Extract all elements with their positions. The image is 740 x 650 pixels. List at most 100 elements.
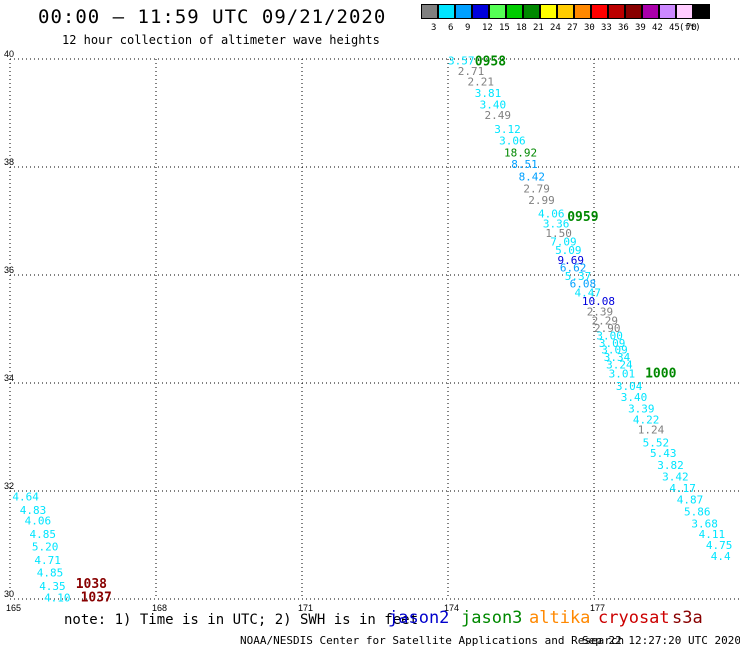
scale-label: 39	[635, 23, 646, 33]
swh-value-label: 3.09	[599, 337, 626, 350]
scale-label: 18	[516, 23, 527, 33]
scale-swatch	[642, 4, 659, 19]
scale-swatch	[659, 4, 676, 19]
scale-label: 27	[567, 23, 578, 33]
swh-value-label: 4.06	[538, 207, 565, 220]
swh-value-label: 8.51	[511, 158, 538, 171]
swh-value-label: 5.52	[643, 436, 670, 449]
lat-tick-label: 40	[4, 49, 14, 59]
swh-value-label: 4.4	[711, 550, 731, 563]
wave-height-map: 165 168 171 174 177 40 38 36 34 32 30 3.57 2.71 2.21 3…	[4, 49, 740, 613]
swh-value-label: 4.85	[37, 567, 64, 580]
swh-value-label: 3.36	[543, 218, 570, 231]
swh-value-label: 1.24	[638, 423, 665, 436]
pass-time-label: 1038	[76, 577, 107, 592]
swh-value-label: 4.22	[633, 414, 660, 427]
swh-value-label: 3.81	[475, 87, 502, 100]
swh-value-label: 2.99	[528, 194, 555, 207]
pass-time-label: 0958	[475, 55, 506, 70]
scale-label: 24	[550, 23, 561, 33]
satellite-s3a: s3a	[672, 608, 703, 628]
scale-label: 6	[448, 23, 454, 33]
satellite-jason2: jason2	[388, 608, 450, 628]
lon-tick-label: 177	[590, 603, 605, 613]
swh-value-label: 3.09	[601, 344, 628, 357]
swh-value-label: 4.75	[706, 539, 733, 552]
scale-swatch	[489, 4, 506, 19]
swh-value-label: 3.12	[494, 123, 521, 136]
swh-value-label: 3.00	[596, 329, 623, 342]
swh-value-label: 9.69	[558, 254, 585, 267]
scale-swatch	[540, 4, 557, 19]
lat-tick-label: 30	[4, 589, 14, 599]
swh-value-label: 4.10	[44, 591, 71, 604]
swh-value-label: 4.06	[25, 515, 51, 528]
swh-value-label: 2.49	[485, 109, 512, 122]
swh-value-label: 5.86	[684, 506, 711, 519]
scale-label: 70	[686, 23, 697, 33]
swh-value-label: 5.43	[650, 447, 677, 460]
swh-value-label: 2.90	[594, 322, 621, 335]
map-plot: 165 168 171 174 1774038363432303.572.712.213…	[4, 49, 740, 613]
scale-label: 9	[465, 23, 471, 33]
swh-value-label: 3.68	[691, 517, 718, 530]
scale-label: 33	[601, 23, 612, 33]
swh-value-label: 3.34	[604, 351, 631, 364]
lat-tick-label: 34	[4, 373, 14, 383]
swh-value-label: 18.92	[504, 146, 537, 159]
scale-swatch	[693, 4, 710, 19]
scale-label: 36	[618, 23, 629, 33]
swh-value-label: 3.04	[616, 380, 643, 393]
swh-value-label: 2.71	[458, 65, 485, 78]
swh-value-label: 4.83	[20, 504, 47, 517]
swh-value-label: 10.08	[582, 295, 615, 308]
scale-swatch	[591, 4, 608, 19]
swh-value-label: 4.85	[29, 528, 56, 541]
lat-tick-label: 32	[4, 481, 14, 491]
swh-value-label: 4.11	[699, 528, 726, 541]
scale-swatch	[506, 4, 523, 19]
swh-value-label: 3.24	[606, 359, 633, 372]
scale-swatch	[421, 4, 438, 19]
pass-time-label: 1000	[645, 367, 676, 382]
swh-value-label: 3.06	[499, 135, 525, 148]
satellite-cryosat: cryosat	[598, 608, 670, 628]
swh-value-label: 3.42	[662, 470, 689, 483]
scale-swatch	[557, 4, 574, 19]
swh-value-label: 4.71	[34, 554, 61, 567]
scale-label: 12	[482, 23, 493, 33]
swh-value-label: 8.42	[519, 171, 546, 184]
scale-label: 15	[499, 23, 510, 33]
swh-value-label: 4.35	[39, 580, 65, 593]
swh-value-label: 4.87	[677, 494, 704, 507]
scale-swatch	[625, 4, 642, 19]
scale-label: 45	[669, 23, 680, 33]
swh-value-label: 5.37	[565, 270, 592, 283]
scale-swatch	[676, 4, 693, 19]
swh-value-label: 3.40	[480, 98, 507, 111]
lon-tick-label: 174	[444, 603, 459, 613]
lon-tick-label: 171	[298, 603, 313, 613]
swh-value-label: 2.21	[467, 76, 494, 89]
scale-swatch	[472, 4, 489, 19]
scale-swatch	[438, 4, 455, 19]
swh-value-label: 2.29	[592, 314, 619, 327]
swh-value-label: 2.79	[523, 183, 550, 196]
credit-line: NOAA/NESDIS Center for Satellite Applica…	[240, 634, 625, 647]
scale-label: 30	[584, 23, 595, 33]
generated-timestamp: Sep 22 12:27:20 UTC 2020	[582, 634, 740, 647]
units-note: note: 1) Time is in UTC; 2) SWH is in fe…	[64, 612, 419, 628]
swh-value-label: 3.40	[621, 391, 648, 404]
scale-swatch	[574, 4, 591, 19]
swh-value-label: 4.47	[575, 286, 602, 299]
swh-value-label: 2.39	[587, 306, 614, 319]
swh-value-label: 6.62	[560, 261, 587, 274]
swh-value-label: 3.01	[609, 367, 636, 380]
swh-value-label: 7.09	[550, 236, 577, 249]
scale-label: 21	[533, 23, 544, 33]
swh-value-label: 3.57	[448, 55, 475, 68]
scale-unit-label: (ft)	[679, 23, 701, 33]
pass-time-label: 1037	[81, 590, 112, 605]
swh-value-label: 5.09	[555, 244, 582, 257]
satellite-altika: altika	[529, 608, 591, 628]
